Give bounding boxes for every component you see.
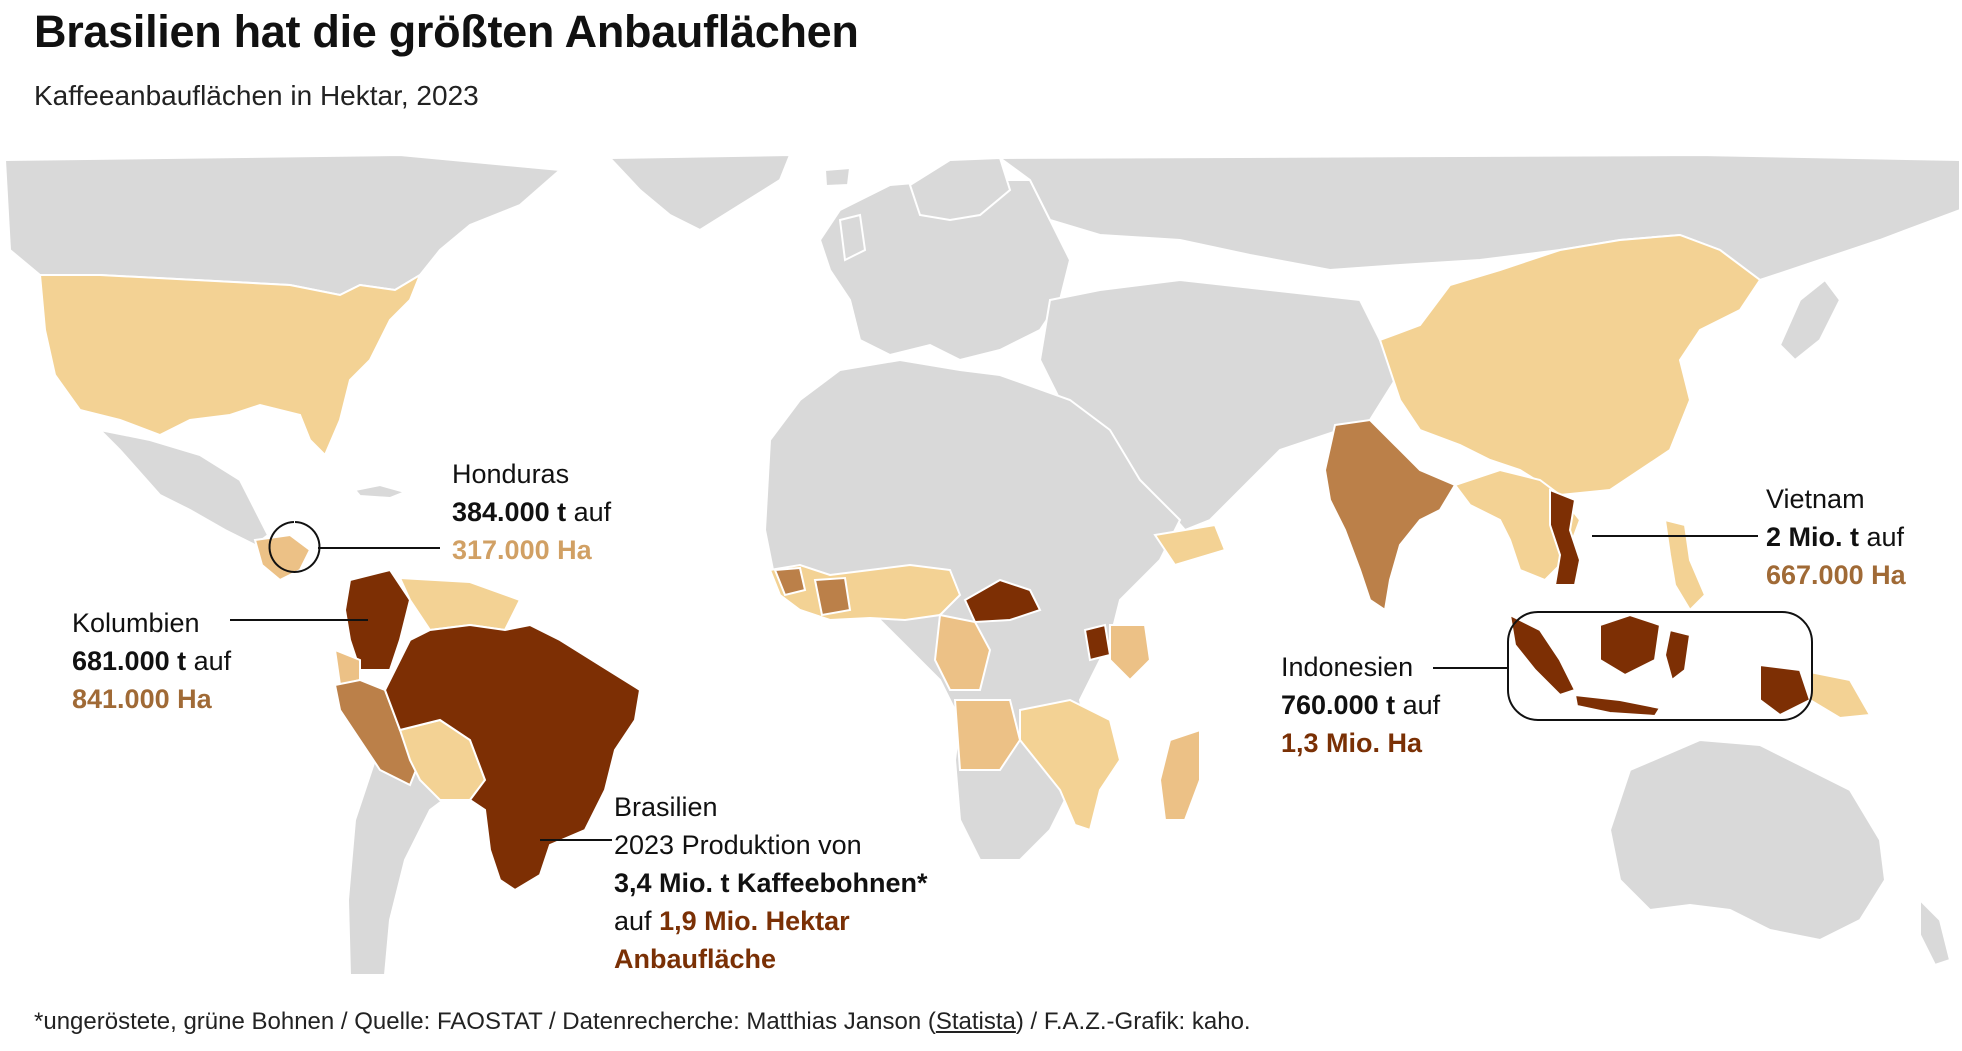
brasilien-area-line1: 1,9 Mio. Hektar [659, 906, 850, 936]
kolumbien-area: 841.000 Ha [72, 684, 212, 714]
region-angola [953, 699, 1022, 771]
region-papua-new-guinea [1809, 670, 1872, 720]
vietnam-label: Vietnam [1766, 484, 1865, 514]
region-central-america [253, 533, 312, 582]
world-map [3, 155, 1961, 976]
kolumbien-production: 681.000 t [72, 646, 187, 676]
land-coffee [38, 233, 1872, 892]
region-brazil [383, 623, 642, 892]
statista-link[interactable]: Statista [935, 1008, 1016, 1035]
region-indonesia-papua [1759, 663, 1812, 717]
region-guinea [773, 566, 807, 597]
honduras-auf: auf [573, 497, 612, 527]
indonesien-area: 1,3 Mio. Ha [1281, 728, 1423, 758]
kolumbien-label: Kolumbien [72, 608, 200, 638]
region-usa [38, 272, 423, 457]
kolumbien-auf: auf [193, 646, 232, 676]
honduras-callout-circle [268, 521, 321, 573]
region-india [1323, 418, 1457, 612]
vietnam-area: 667.000 Ha [1766, 560, 1906, 590]
indonesien-callout-box [1507, 611, 1813, 721]
brasilien-area-line2: Anbaufläche [614, 944, 777, 974]
brasilien-label: Brasilien [614, 792, 718, 822]
honduras-area: 317.000 Ha [452, 535, 592, 565]
brasilien-auf: auf [614, 906, 652, 936]
region-kenya [1109, 624, 1152, 682]
region-indonesia-sumatra [1508, 613, 1577, 697]
leader-lines [230, 521, 1813, 841]
annotation-kolumbien: Kolumbien 681.000 t auf 841.000 Ha [72, 604, 231, 718]
indonesien-auf: auf [1402, 690, 1441, 720]
vietnam-auf: auf [1866, 522, 1905, 552]
honduras-label: Honduras [452, 459, 570, 489]
region-indonesia-borneo [1599, 613, 1662, 677]
source-footer: *ungeröstete, grüne Bohnen / Quelle: FAO… [34, 1008, 1251, 1036]
chart-subtitle: Kaffeeanbauflächen in Hektar, 2023 [34, 80, 479, 111]
chart-title: Brasilien hat die größten Anbauflächen [34, 6, 859, 57]
region-yemen [1153, 523, 1227, 567]
honduras-production: 384.000 t [452, 497, 567, 527]
annotation-honduras: Honduras 384.000 t auf 317.000 Ha [452, 455, 611, 569]
region-cote-divoire [813, 576, 852, 617]
brasilien-line2: 2023 Produktion von [614, 830, 862, 860]
region-peru [333, 678, 422, 787]
region-china [1378, 233, 1762, 497]
indonesien-label: Indonesien [1281, 652, 1414, 682]
region-west-africa [768, 563, 962, 622]
region-central-africa [933, 613, 992, 691]
brasilien-production: 3,4 Mio. t Kaffeebohnen* [614, 868, 928, 898]
region-madagascar [1158, 728, 1201, 821]
region-venezuela [398, 576, 522, 632]
region-uganda [1083, 623, 1112, 662]
region-southeast-africa [1019, 698, 1122, 832]
annotation-vietnam: Vietnam 2 Mio. t auf 667.000 Ha [1766, 480, 1906, 594]
indonesien-production: 760.000 t [1281, 690, 1396, 720]
annotation-indonesien: Indonesien 760.000 t auf 1,3 Mio. Ha [1281, 648, 1440, 762]
region-philippines [1663, 518, 1707, 612]
footer-text-after: ) / F.A.Z.-Grafik: kaho. [1015, 1008, 1251, 1035]
region-indonesia-java [1573, 693, 1662, 718]
region-indonesia-sulawesi [1663, 628, 1692, 682]
footer-text-before: *ungeröstete, grüne Bohnen / Quelle: FAO… [34, 1008, 936, 1035]
region-se-asia [1453, 468, 1582, 582]
vietnam-production: 2 Mio. t [1766, 522, 1859, 552]
region-vietnam [1549, 488, 1582, 586]
annotation-brasilien: Brasilien 2023 Produktion von 3,4 Mio. t… [614, 788, 928, 978]
